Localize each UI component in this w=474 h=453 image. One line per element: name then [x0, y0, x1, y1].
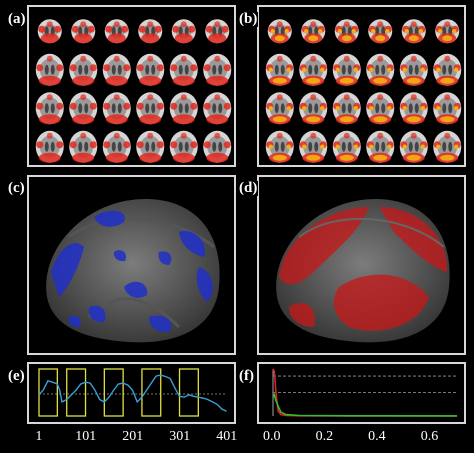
brain-slice [203, 92, 232, 125]
panel-e [27, 362, 236, 424]
brain-slice [69, 92, 98, 125]
stimulus-block [103, 368, 124, 417]
brain-slice [205, 19, 230, 44]
stimulus-block [178, 368, 199, 417]
brain-slice [136, 92, 165, 125]
brain-slice [265, 92, 294, 125]
brain-slice [138, 19, 163, 44]
brain-slice [435, 19, 460, 44]
brain-slice [399, 92, 428, 125]
panel-label-e: (e) [7, 368, 26, 384]
brain-slice [169, 130, 198, 163]
brain-slice [169, 53, 198, 86]
brain-slices-b [265, 19, 462, 163]
brain-slice [299, 92, 328, 125]
brain-slice [433, 92, 462, 125]
brain-slice [203, 130, 232, 163]
xtick-label: 0.0 [263, 429, 281, 444]
brain-slice [433, 130, 462, 163]
brain-slice [102, 92, 131, 125]
xtick-label: 201 [122, 429, 144, 444]
panel-d [257, 175, 466, 355]
brain-slice [69, 53, 98, 86]
brain-slice [102, 130, 131, 163]
xtick-label: 401 [216, 429, 238, 444]
panel-label-f: (f) [238, 368, 255, 384]
brain-slice [299, 130, 328, 163]
brain-slice [35, 53, 64, 86]
brain-slice [71, 19, 96, 44]
brain-slice [332, 53, 361, 86]
xtick-label: 0.4 [368, 429, 386, 444]
spectrum-line [272, 392, 458, 417]
xtick-label: 0.6 [420, 429, 439, 444]
stimulus-block [141, 368, 162, 417]
brain-slice [37, 19, 62, 44]
brain-slice [35, 130, 64, 163]
brain-slice [136, 53, 165, 86]
panel-a [27, 5, 236, 167]
panel-label-b: (b) [238, 11, 259, 27]
brain-slice [332, 130, 361, 163]
panel-b [257, 5, 466, 167]
brain-slice [35, 92, 64, 125]
panel-c [27, 175, 236, 355]
panel-label-c: (c) [7, 180, 26, 196]
brain-slice [171, 19, 196, 44]
spectrum-chart [272, 368, 458, 417]
brain-slice [265, 53, 294, 86]
panel-f [257, 362, 466, 424]
brain-slice [203, 53, 232, 86]
xtick-label: 1 [35, 429, 43, 444]
brain-slice [299, 53, 328, 86]
cortical-surface-red [276, 198, 450, 343]
brain-slice [401, 19, 426, 44]
panel-label-a: (a) [7, 11, 27, 27]
brain-slice [399, 53, 428, 86]
brain-slice [433, 53, 462, 86]
brain-slice [265, 130, 294, 163]
stimulus-block [66, 368, 87, 417]
brain-slice [366, 130, 395, 163]
brain-slice [332, 92, 361, 125]
timecourse-line [38, 374, 227, 412]
brain-slice [104, 19, 129, 44]
brain-slice [368, 19, 393, 44]
brain-slice [69, 130, 98, 163]
panel-label-d: (d) [238, 180, 259, 196]
brain-slice [102, 53, 131, 86]
brain-slice [169, 92, 198, 125]
xtick-label: 101 [75, 429, 97, 444]
xtick-label: 301 [169, 429, 191, 444]
stimulus-block [38, 368, 58, 417]
brain-slice [334, 19, 359, 44]
xtick-label: 0.2 [315, 429, 334, 444]
brain-slice [399, 130, 428, 163]
cortical-surface-blue [46, 198, 220, 343]
brain-slices-a [35, 19, 232, 163]
brain-slice [267, 19, 292, 44]
timecourse-chart [38, 368, 227, 417]
brain-slice [301, 19, 326, 44]
brain-slice [366, 53, 395, 86]
brain-slice [136, 130, 165, 163]
brain-slice [366, 92, 395, 125]
